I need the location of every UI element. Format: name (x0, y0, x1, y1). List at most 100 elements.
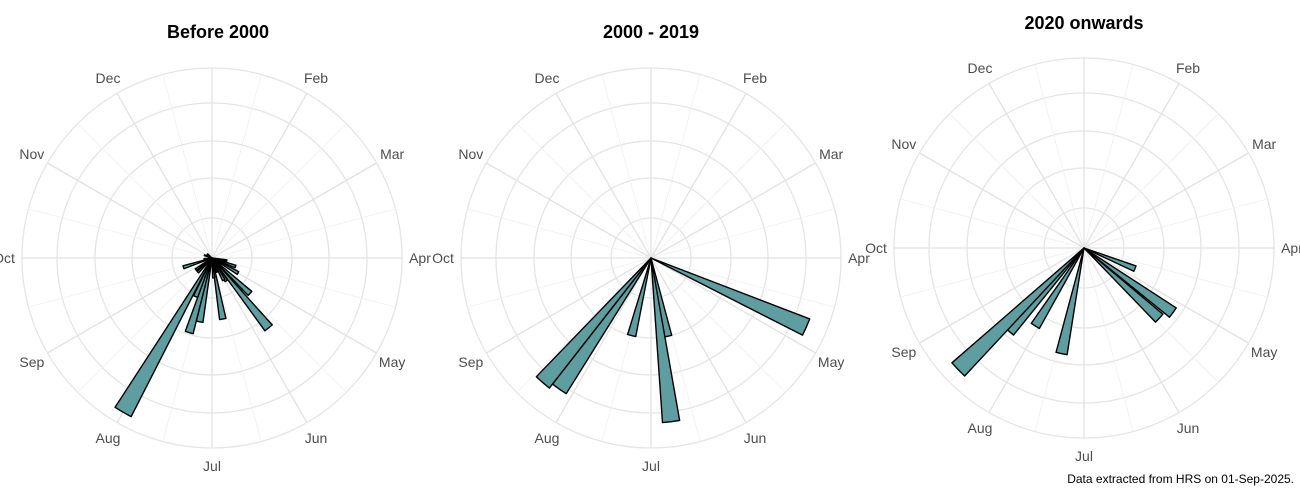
month-label-aug: Aug (968, 420, 993, 436)
grid-spoke (555, 257, 652, 423)
month-label-jun: Jun (305, 430, 328, 446)
grid-spoke (28, 257, 213, 308)
grid-spoke (949, 113, 1085, 249)
grid-spoke (919, 247, 1085, 344)
polar-bar (1083, 247, 1164, 323)
month-label-apr: Apr (1281, 240, 1300, 256)
polar-bar (211, 257, 253, 297)
month-label-dec: Dec (968, 60, 993, 76)
month-label-feb: Feb (1176, 60, 1200, 76)
month-label-aug: Aug (535, 430, 560, 446)
grid-spoke (211, 162, 377, 259)
polar-bar (650, 257, 811, 336)
panel-2000-2019: 2000 - 2019 Feb Mar Apr May Jun Jul Aug Sep Oct N… (432, 22, 870, 474)
polar-bar (182, 257, 213, 270)
grid-spoke (162, 74, 213, 259)
month-label-apr: Apr (848, 250, 870, 266)
month-label-apr: Apr (409, 250, 431, 266)
grid-spoke (1083, 83, 1180, 249)
grid-spoke (988, 83, 1085, 249)
grid-spoke (650, 257, 786, 393)
grid-spoke (28, 208, 213, 259)
grid-spoke (1034, 64, 1085, 249)
grid-spoke (650, 257, 747, 423)
grid-spoke (1083, 64, 1134, 249)
grid-spoke (116, 93, 213, 259)
grid-spoke (900, 198, 1085, 249)
polar-bar (203, 257, 213, 261)
month-label-may: May (379, 354, 405, 370)
polar-bar (211, 257, 273, 332)
polar-bar (626, 257, 652, 338)
grid-spoke (211, 257, 262, 442)
month-label-mar: Mar (819, 146, 843, 162)
month-label-jun: Jun (1177, 420, 1200, 436)
panel-title-before-2000: Before 2000 (167, 22, 269, 42)
panel-title-2020-onwards: 2020 onwards (1024, 13, 1143, 33)
grid-spoke (650, 257, 816, 354)
grid-spoke (650, 208, 835, 259)
polar-bar (1083, 247, 1177, 318)
polar-bar (1030, 247, 1085, 330)
grid-spoke (486, 162, 652, 259)
grid-spoke (211, 257, 377, 354)
grid-spoke (1083, 198, 1268, 249)
grid-spoke (211, 257, 396, 308)
month-label-mar: Mar (1252, 136, 1276, 152)
month-label-may: May (818, 354, 844, 370)
grid-spoke (211, 123, 347, 259)
month-label-jun: Jun (744, 430, 767, 446)
month-label-dec: Dec (96, 70, 121, 86)
grid-spoke (211, 208, 396, 259)
month-label-oct: Oct (432, 250, 454, 266)
month-label-nov: Nov (891, 136, 916, 152)
month-label-feb: Feb (304, 70, 328, 86)
polar-bar (1055, 247, 1085, 356)
month-label-nov: Nov (19, 146, 44, 162)
month-label-jul: Jul (203, 458, 221, 474)
grid-spoke (1083, 247, 1180, 413)
data-source-note: Data extracted from HRS on 01-Sep-2025. (1067, 472, 1294, 486)
polar-bar (211, 257, 226, 282)
polar-bar (194, 257, 213, 272)
grid-spoke (1083, 152, 1249, 249)
grid-spoke (77, 123, 213, 259)
month-label-sep: Sep (891, 344, 916, 360)
grid-spoke (516, 123, 652, 259)
grid-spoke (47, 162, 213, 259)
month-label-aug: Aug (96, 430, 121, 446)
polar-bar (211, 257, 216, 279)
grid-spoke (650, 123, 786, 259)
month-label-jul: Jul (1075, 448, 1093, 464)
grid-spoke (467, 257, 652, 308)
month-label-jul: Jul (642, 458, 660, 474)
polar-bar (535, 257, 652, 389)
grid-spoke (601, 74, 652, 259)
grid-spoke (1083, 247, 1268, 298)
polar-bar (206, 253, 213, 259)
month-label-nov: Nov (458, 146, 483, 162)
grid-spoke (211, 257, 308, 423)
month-label-sep: Sep (19, 354, 44, 370)
grid-spoke (77, 257, 213, 393)
panel-before-2000: Before 2000 Feb Mar Apr May Jun Jul Aug Sep Oct N… (0, 22, 431, 474)
grid-spoke (650, 257, 835, 308)
grid-spoke (47, 257, 213, 354)
grid-spoke (486, 257, 652, 354)
grid-spoke (211, 93, 308, 259)
grid-spoke (555, 93, 652, 259)
grid-spoke (919, 152, 1085, 249)
month-label-oct: Oct (0, 250, 15, 266)
grid-spoke (900, 247, 1085, 298)
polar-bar (114, 257, 213, 418)
month-label-oct: Oct (865, 240, 887, 256)
grid-spoke (1083, 247, 1249, 344)
month-label-sep: Sep (458, 354, 483, 370)
polar-bar (211, 257, 240, 276)
month-label-mar: Mar (380, 146, 404, 162)
month-label-may: May (1251, 344, 1277, 360)
polar-bar (650, 257, 681, 424)
grid-spoke (650, 93, 747, 259)
month-label-feb: Feb (743, 70, 767, 86)
